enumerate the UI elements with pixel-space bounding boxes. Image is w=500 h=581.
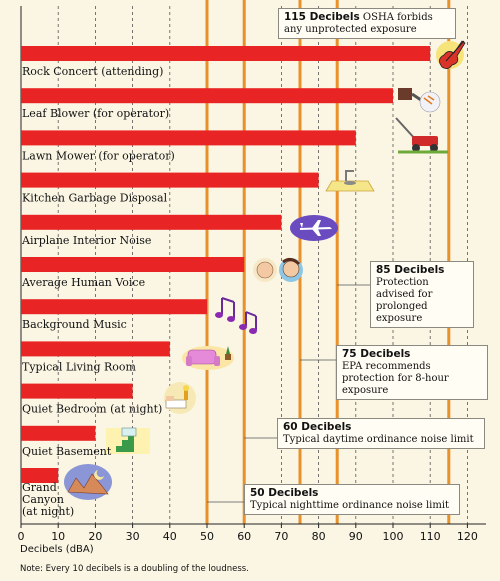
bar-2 (21, 130, 356, 146)
annotation-60: 60 Decibels Typical daytime ordinance no… (277, 418, 485, 449)
guitar-icon (436, 40, 466, 69)
annotation-115-title: 115 Decibels (284, 11, 360, 23)
annotation-115-text: OSHA forbids any unprotected exposure (284, 12, 433, 35)
footnote: Note: Every 10 decibels is a doubling of… (20, 564, 249, 574)
x-tick-label-20: 20 (88, 530, 102, 543)
x-tick-label-10: 10 (51, 530, 65, 543)
garbage-disposal-icon (325, 170, 375, 192)
bar-8 (21, 383, 133, 399)
category-label-5: Average Human Voice (21, 276, 145, 289)
x-axis-label: Decibels (dBA) (20, 544, 94, 555)
stairs-icon (106, 427, 150, 454)
bar-10 (21, 468, 59, 483)
annotation-50-text: Typical nighttime ordinance noise limit (250, 500, 450, 511)
x-tick-label-110: 110 (420, 530, 441, 543)
category-label-3: Kitchen Garbage Disposal (22, 192, 168, 205)
annotation-115: 115 Decibels OSHA forbids any unprotecte… (278, 8, 456, 39)
bar-5 (21, 257, 245, 272)
bar-9 (21, 425, 96, 441)
annotation-60-text: Typical daytime ordinance noise limit (283, 434, 474, 445)
annotation-50: 50 Decibels Typical nighttime ordinance … (244, 484, 460, 515)
x-tick-label-0: 0 (18, 530, 25, 543)
bar-4 (21, 214, 282, 230)
category-label-0: Rock Concert (attending) (22, 65, 163, 78)
x-axis: 0 10 20 30 40 50 60 70 80 90 100 110 120 (18, 523, 486, 543)
category-label-9: Quiet Basement (22, 445, 112, 458)
category-label-2: Lawn Mower (for operator) (22, 149, 175, 162)
annotation-75-text: EPA recommends protection for 8-hour exp… (342, 361, 449, 396)
x-tick-label-40: 40 (163, 530, 177, 543)
bar-0 (21, 46, 431, 61)
bar-6 (21, 299, 207, 315)
bar-1 (21, 88, 393, 104)
lawn-mower-icon (395, 117, 448, 154)
faces-icon (253, 257, 303, 282)
airplane-icon (290, 215, 338, 241)
annotation-75-title: 75 Decibels (342, 348, 411, 360)
annotation-85-text: Protection advised for prolonged exposur… (376, 277, 433, 324)
x-tick-label-90: 90 (349, 530, 363, 543)
bars (21, 46, 431, 483)
x-tick-label-80: 80 (312, 530, 326, 543)
annotation-75: 75 Decibels EPA recommends protection fo… (336, 345, 488, 400)
music-notes-icon (215, 297, 257, 334)
category-label-1: Leaf Blower (for operator) (22, 107, 169, 120)
x-tick-label-100: 100 (383, 530, 404, 543)
category-label-4: Airplane Interior Noise (21, 234, 151, 247)
x-tick-label-120: 120 (457, 530, 478, 543)
sofa-icon (182, 346, 234, 370)
category-label-7: Typical Living Room (22, 360, 137, 373)
annotation-60-title: 60 Decibels (283, 421, 352, 433)
category-label-10: Grand Canyon (at night) (22, 481, 74, 518)
annotation-50-title: 50 Decibels (250, 487, 319, 499)
canyon-icon (64, 464, 112, 500)
bedroom-icon (164, 382, 196, 414)
x-tick-label-30: 30 (126, 530, 140, 543)
bar-icons (64, 40, 466, 500)
x-tick-label-50: 50 (200, 530, 214, 543)
bar-3 (21, 172, 319, 188)
annotation-85-title: 85 Decibels (376, 264, 445, 276)
category-label-8: Quiet Bedroom (at night) (22, 403, 162, 416)
category-label-6: Background Music (22, 318, 127, 331)
leaf-blower-icon (398, 88, 441, 113)
annotation-85: 85 Decibels Protection advised for prolo… (370, 261, 474, 328)
x-tick-label-70: 70 (274, 530, 288, 543)
category-labels: Rock Concert (attending) Leaf Blower (for… (21, 65, 175, 518)
x-tick-label-60: 60 (237, 530, 251, 543)
bar-7 (21, 341, 170, 357)
